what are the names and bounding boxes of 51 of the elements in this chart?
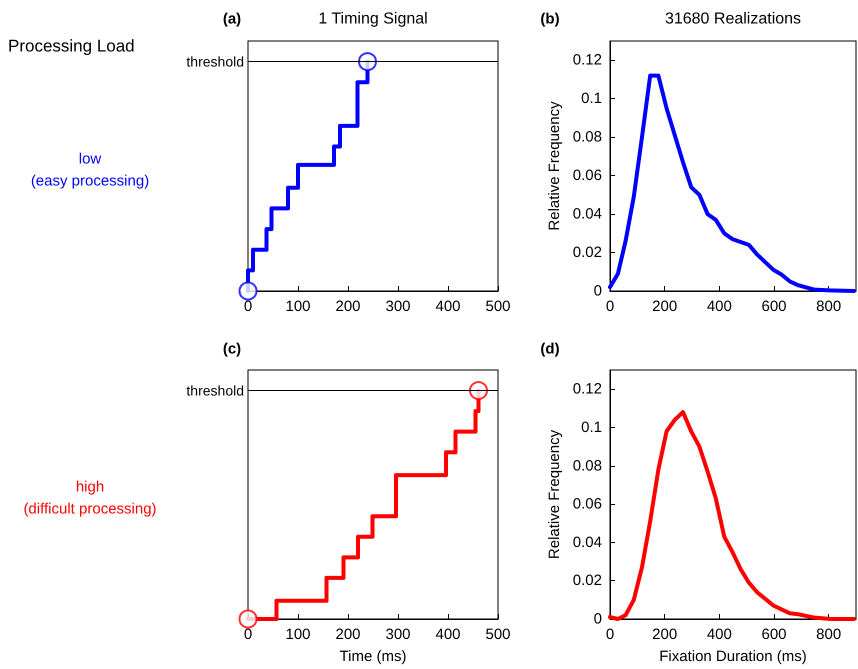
y-tick-label: 0.1 — [581, 90, 602, 108]
x-tick-label: 100 — [285, 626, 311, 643]
x-tick-label: 400 — [706, 626, 732, 643]
y-tick-label: 0 — [594, 282, 602, 300]
x-axis-title: Fixation Duration (ms) — [659, 648, 807, 665]
y-tick-label: 0.12 — [572, 52, 602, 69]
y-tick-label: 0 — [594, 610, 602, 628]
ref-line-label: threshold — [186, 382, 244, 399]
x-tick-label: 800 — [816, 626, 842, 643]
text: low (easy processing) — [30, 150, 150, 190]
x-tick-label: 300 — [385, 298, 411, 315]
ref-line-label: threshold — [186, 54, 244, 70]
text: (b) — [540, 10, 560, 28]
x-tick-label: 600 — [761, 626, 787, 643]
text: (a) — [222, 10, 242, 28]
y-tick-label: 0.1 — [581, 418, 602, 436]
y-tick-label: 0.02 — [572, 572, 602, 590]
text: high (difficult processing) — [23, 478, 157, 518]
x-tick-label: 0 — [244, 626, 252, 643]
y-tick-label: 0.12 — [572, 380, 602, 398]
x-tick-label: 200 — [652, 626, 678, 643]
x-tick-label: 400 — [435, 298, 461, 315]
chart-title: 1 Timing Signal — [318, 10, 428, 28]
x-tick-label: 600 — [761, 298, 787, 315]
x-tick-label: 500 — [485, 626, 511, 643]
x-tick-label: 200 — [652, 298, 678, 315]
y-tick-label: 0.04 — [572, 206, 602, 223]
x-tick-label: 400 — [706, 298, 732, 315]
y-axis-title: Relative Frequency — [546, 100, 563, 231]
x-tick-label: 300 — [385, 626, 411, 643]
chart-title: 31680 Realizations — [664, 10, 802, 28]
x-tick-label: 0 — [244, 298, 252, 315]
x-tick-label: 200 — [335, 298, 361, 315]
text: Processing Load — [8, 36, 135, 56]
x-tick-label: 500 — [485, 298, 511, 315]
x-tick-label: 400 — [435, 626, 461, 643]
y-tick-label: 0.02 — [572, 244, 602, 262]
x-tick-label: 0 — [606, 626, 614, 643]
x-tick-label: 0 — [606, 298, 614, 315]
y-axis-title: Relative Frequency — [546, 429, 563, 560]
x-tick-label: 100 — [285, 298, 311, 315]
y-tick-label: 0.08 — [572, 128, 602, 146]
y-tick-label: 0.08 — [572, 457, 602, 474]
text: (c) — [222, 340, 242, 358]
x-tick-label: 200 — [335, 626, 361, 643]
x-tick-label: 800 — [816, 298, 842, 315]
y-tick-label: 0.04 — [572, 534, 602, 551]
y-tick-label: 0.06 — [572, 167, 602, 184]
text: (d) — [540, 340, 560, 358]
y-tick-label: 0.06 — [572, 496, 602, 513]
x-axis-title: Time (ms) — [340, 648, 406, 665]
